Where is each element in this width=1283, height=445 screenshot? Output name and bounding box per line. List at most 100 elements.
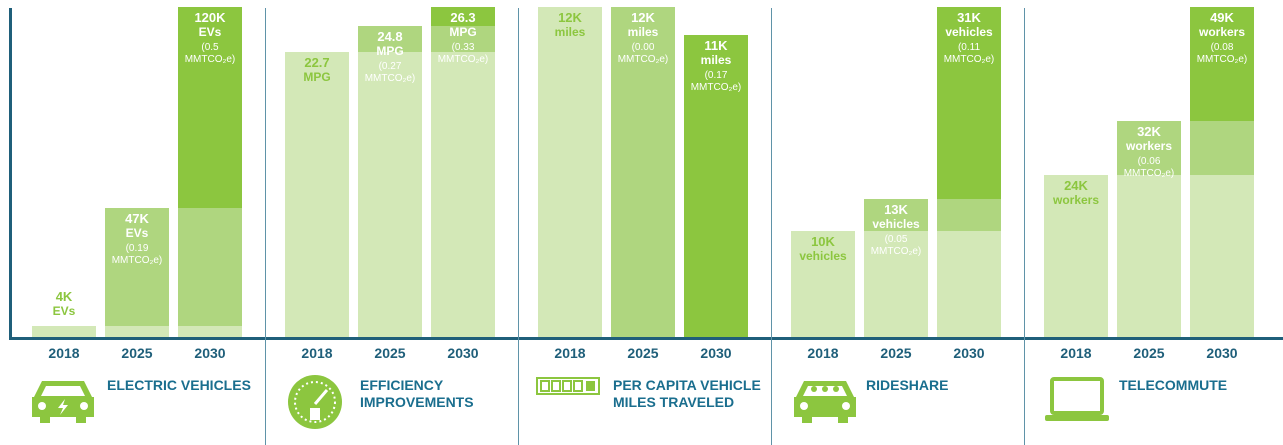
year-label: 2030 — [700, 345, 732, 361]
unit-label: MPG — [376, 43, 404, 58]
bar — [684, 34, 748, 337]
unit-label: workers — [1052, 193, 1100, 208]
value-label: 31K — [957, 10, 981, 25]
bar-label: 12K miles — [538, 10, 602, 40]
bar-segment — [105, 326, 169, 337]
separator — [518, 8, 519, 445]
bar-label: 4K EVs — [32, 289, 96, 319]
bar-segment — [431, 52, 495, 337]
value-label: 26.3 — [450, 10, 476, 25]
unit-label: vehicles — [872, 216, 920, 231]
value-label: 12K — [631, 10, 655, 25]
year-label: 2018 — [807, 345, 839, 361]
bar — [791, 230, 855, 337]
year-label: 2018 — [1060, 345, 1092, 361]
year-label: 2025 — [627, 345, 659, 361]
bar — [538, 7, 602, 337]
odometer-icon — [536, 377, 600, 395]
value-label: 12K — [558, 10, 582, 25]
emission-label: (0.33 MMTCO₂e) — [437, 42, 489, 65]
separator — [771, 8, 772, 445]
value-label: 24K — [1064, 178, 1088, 194]
bar-segment — [1190, 175, 1254, 337]
year-label: 2025 — [121, 345, 153, 361]
bar-label: 32K workers (0.06 MMTCO₂e) — [1117, 125, 1181, 180]
emission-label: (0.08 MMTCO₂e) — [1196, 42, 1248, 65]
value-label: 4K — [55, 289, 73, 304]
value-label: 32K — [1137, 124, 1161, 140]
emission-label: (0.17 MMTCO₂e) — [690, 69, 742, 93]
value-label: 24.8 — [377, 28, 403, 44]
emission-label: (0.19 MMTCO₂e) — [111, 242, 163, 266]
unit-label: MPG — [449, 25, 477, 39]
unit-label: workers — [1125, 139, 1173, 154]
gauge-icon — [288, 375, 342, 429]
emission-label: (0.5 MMTCO₂e) — [184, 42, 236, 65]
panel-title: TELECOMMUTE — [1119, 377, 1228, 393]
year-label: 2025 — [1133, 345, 1165, 361]
bar-label: 26.3 MPG (0.33 MMTCO₂e) — [431, 11, 495, 66]
emission-label: (0.11 MMTCO₂e) — [943, 42, 995, 65]
panel-title: PER CAPITA VEHICLE MILES TRAVELED — [613, 377, 761, 410]
unit-label: EVs — [198, 25, 222, 39]
bar-segment — [178, 207, 242, 337]
emission-label: (0.05 MMTCO₂e) — [870, 233, 922, 257]
bar-segment — [178, 326, 242, 337]
value-label: 120K — [194, 10, 226, 25]
year-label: 2030 — [1206, 345, 1238, 361]
bar — [285, 52, 349, 337]
bar — [611, 7, 675, 337]
unit-label: vehicles — [799, 248, 847, 263]
bar-label: 11K miles (0.17 MMTCO₂e) — [684, 37, 748, 94]
unit-label: miles — [627, 25, 659, 39]
unit-label: MPG — [303, 70, 331, 85]
bar-segment — [864, 230, 928, 337]
panel-title: RIDESHARE — [866, 377, 949, 393]
value-label: 10K — [811, 233, 835, 249]
value-label: 22.7 — [304, 55, 330, 71]
year-label: 2018 — [48, 345, 80, 361]
bar-label: 12K miles (0.00 MMTCO₂e) — [611, 11, 675, 66]
bar-label: 31K vehicles (0.11 MMTCO₂e) — [937, 11, 1001, 66]
unit-label: vehicles — [945, 25, 993, 39]
baseline — [9, 337, 1283, 340]
bar-label: 120K EVs (0.5 MMTCO₂e) — [178, 11, 242, 66]
bar — [105, 207, 169, 337]
unit-label: miles — [554, 25, 586, 39]
bar-label: 47K EVs (0.19 MMTCO₂e) — [105, 210, 169, 267]
year-label: 2025 — [374, 345, 406, 361]
bar-label: 22.7 MPG — [285, 55, 349, 85]
panel-title: EFFICIENCY IMPROVEMENTS — [360, 377, 474, 410]
rideshare-icon — [794, 381, 856, 423]
bar-segment — [937, 230, 1001, 337]
unit-label: EVs — [125, 225, 149, 240]
bar-label: 10K vehicles — [791, 233, 855, 263]
bar-label: 24K workers — [1044, 178, 1108, 208]
unit-label: workers — [1198, 25, 1246, 39]
year-label: 2018 — [554, 345, 586, 361]
year-label: 2030 — [953, 345, 985, 361]
laptop-icon — [1045, 377, 1109, 421]
value-label: 49K — [1210, 10, 1234, 25]
value-label: 11K — [704, 37, 728, 53]
bar — [32, 326, 96, 337]
bar — [1044, 175, 1108, 337]
value-label: 13K — [884, 201, 908, 217]
unit-label: miles — [700, 52, 732, 67]
unit-label: EVs — [52, 304, 76, 318]
separator — [1024, 8, 1025, 445]
car-icon — [32, 381, 94, 423]
value-label: 47K — [125, 210, 149, 226]
emission-label: (0.00 MMTCO₂e) — [617, 42, 669, 65]
y-axis-line — [9, 8, 12, 339]
year-label: 2025 — [880, 345, 912, 361]
year-label: 2030 — [194, 345, 226, 361]
emission-label: (0.27 MMTCO₂e) — [364, 60, 416, 84]
panel-title: ELECTRIC VEHICLES — [107, 377, 251, 393]
year-label: 2018 — [301, 345, 333, 361]
bar-label: 24.8 MPG (0.27 MMTCO₂e) — [358, 28, 422, 85]
separator — [265, 8, 266, 445]
bar-segment — [358, 52, 422, 337]
bar-label: 49K workers (0.08 MMTCO₂e) — [1190, 11, 1254, 66]
